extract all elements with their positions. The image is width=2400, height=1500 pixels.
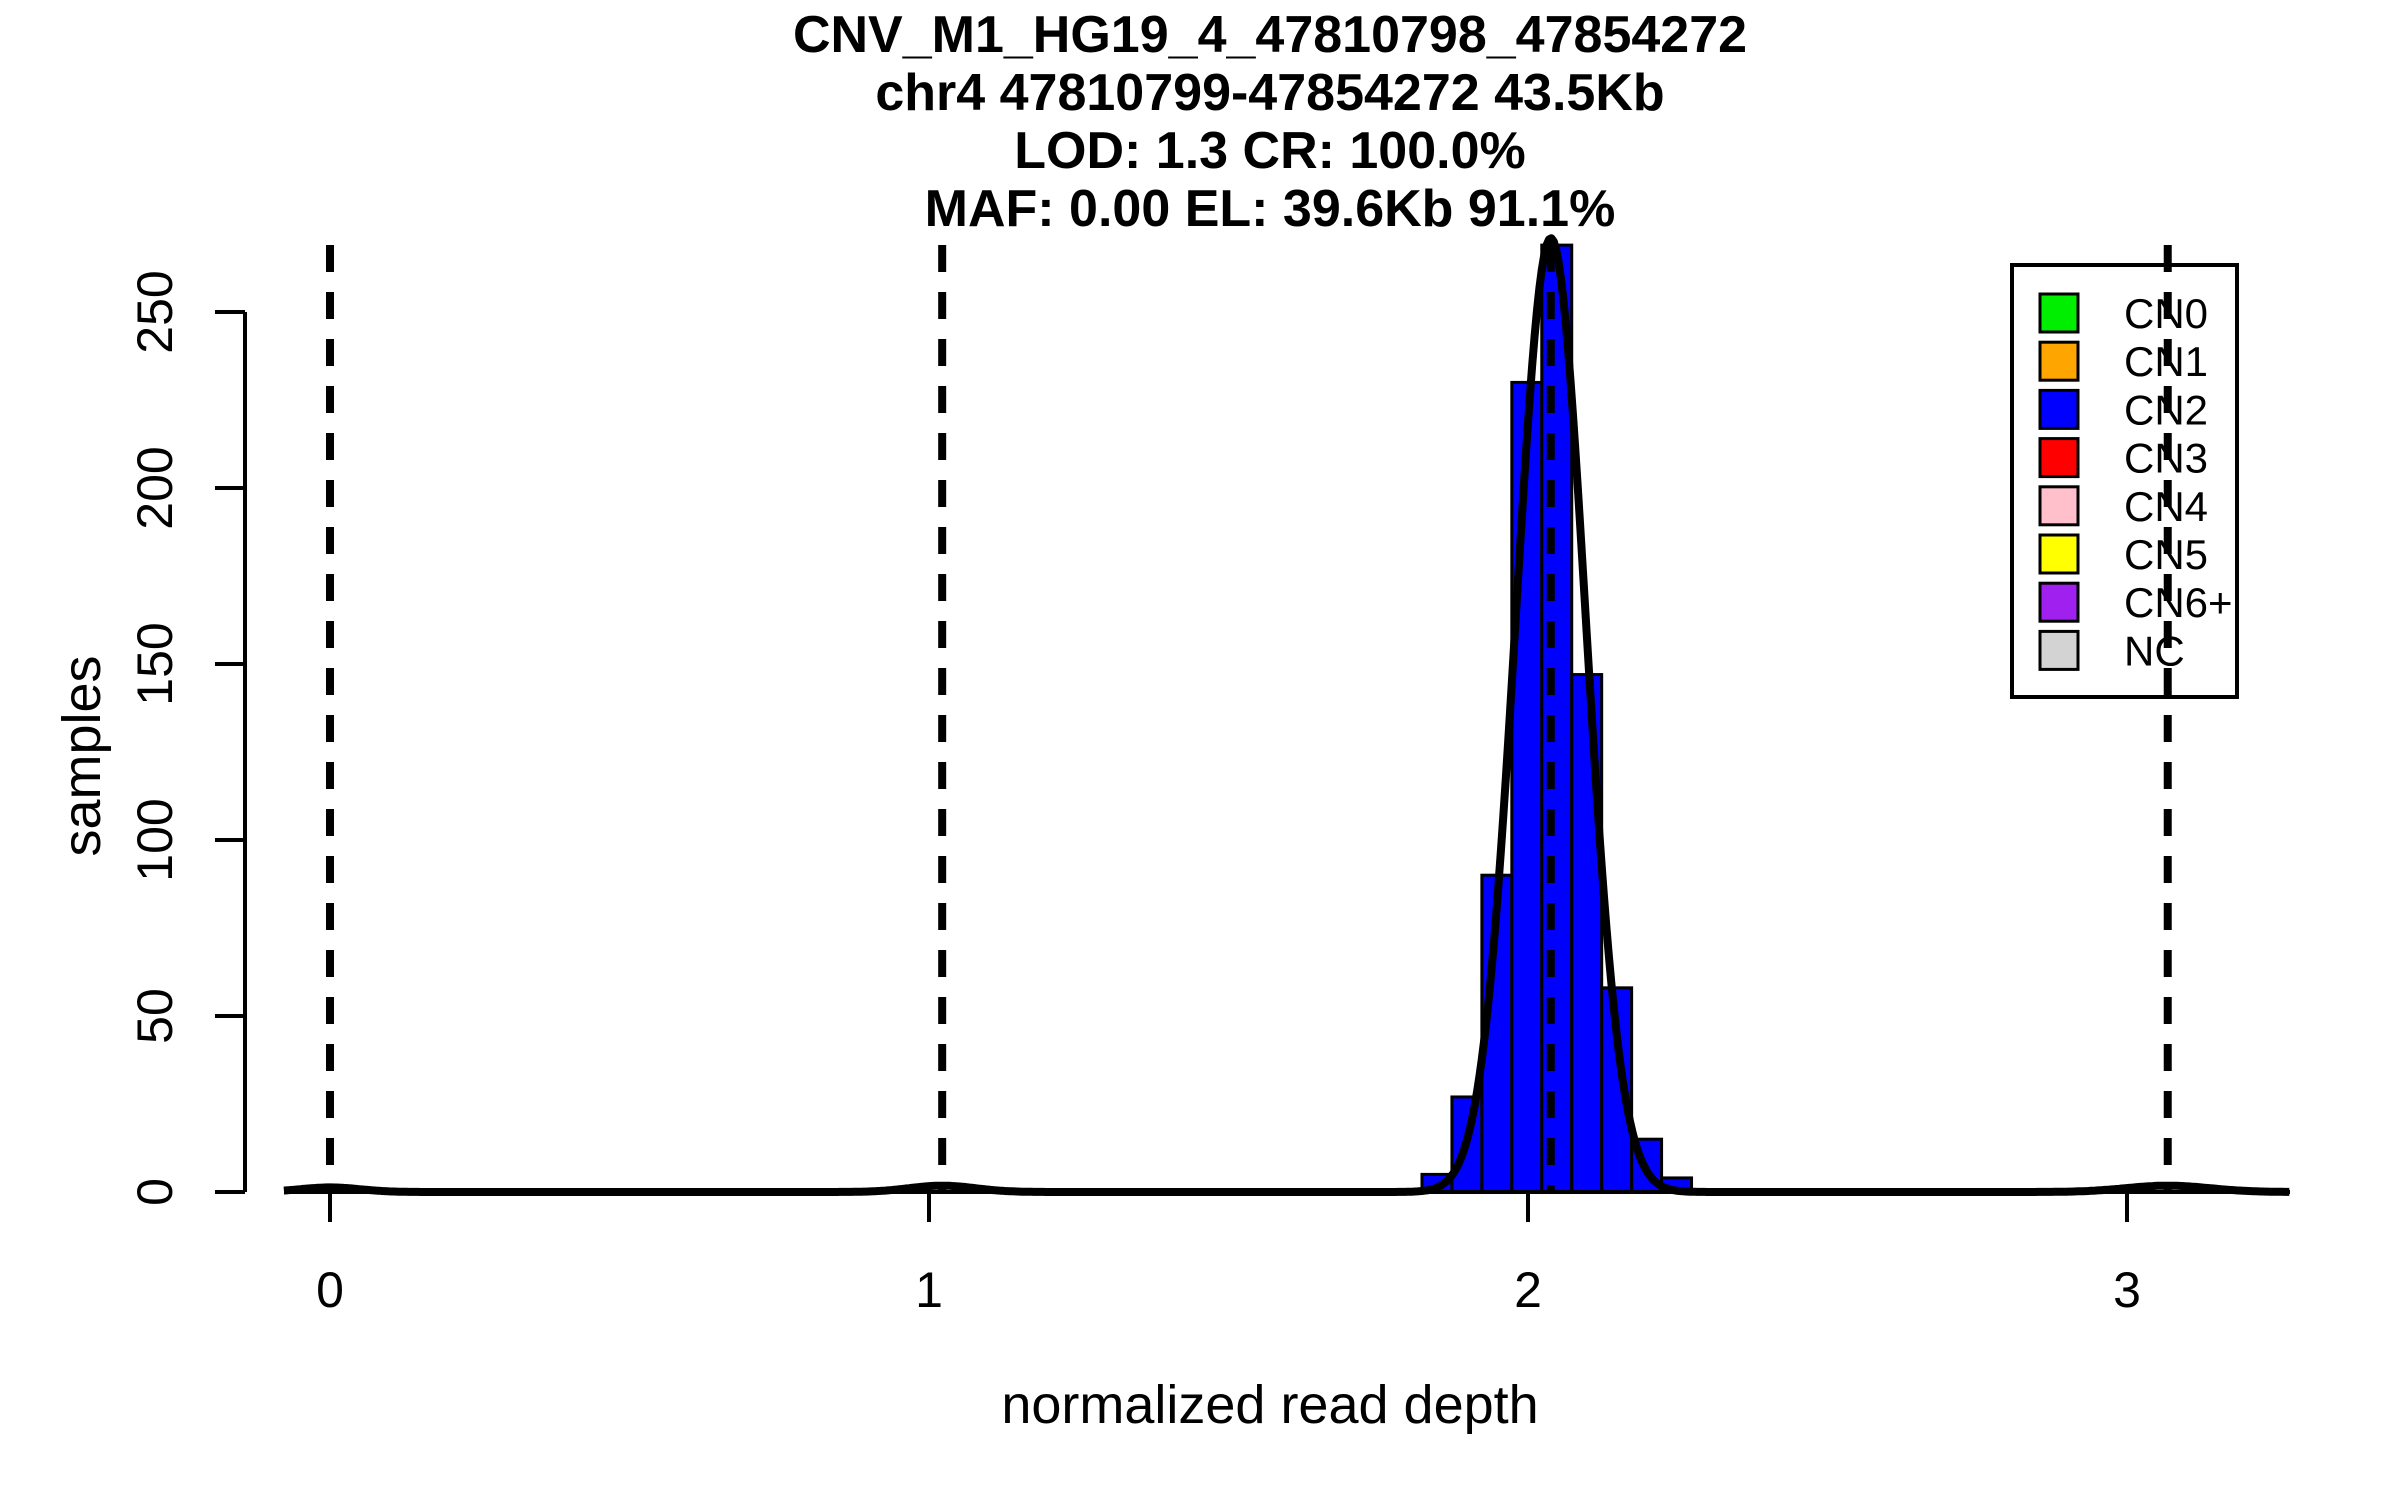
y-tick-label: 150	[127, 622, 183, 705]
y-tick-label: 50	[127, 988, 183, 1044]
x-tick-label: 3	[2113, 1262, 2141, 1318]
density-curve	[282, 234, 2291, 1196]
y-axis-label: samples	[52, 655, 112, 857]
legend-swatch	[2038, 629, 2080, 671]
histogram-bar	[1510, 380, 1544, 1194]
x-tick-label: 0	[316, 1262, 344, 1318]
legend-label: CN6+	[2124, 579, 2233, 626]
title-line-2: chr4 47810799-47854272 43.5Kb	[875, 64, 1665, 122]
plot-title: CNV_M1_HG19_4_47810798_47854272 chr4 478…	[270, 6, 2270, 238]
title-line-1: CNV_M1_HG19_4_47810798_47854272	[792, 6, 1748, 64]
y-tick-label: 200	[127, 446, 183, 529]
legend-swatch	[2038, 340, 2080, 382]
legend-label: NC	[2124, 627, 2185, 674]
y-tick-label: 0	[127, 1178, 183, 1206]
y-tick-label: 100	[127, 798, 183, 881]
x-tick-label: 2	[1514, 1262, 1542, 1318]
title-line-3: LOD: 1.3 CR: 100.0%	[1014, 122, 1526, 180]
legend-swatch	[2038, 485, 2080, 527]
title-line-4: MAF: 0.00 EL: 39.6Kb 91.1%	[924, 180, 1616, 238]
x-tick-label: 1	[915, 1262, 943, 1318]
y-tick-label: 250	[127, 270, 183, 353]
legend-swatch	[2038, 581, 2080, 623]
legend-swatch	[2038, 292, 2080, 334]
legend-swatch	[2038, 388, 2080, 430]
x-axis-label: normalized read depth	[1001, 1375, 1539, 1435]
legend-swatch	[2038, 437, 2080, 479]
legend-swatch	[2038, 533, 2080, 575]
legend-box	[2010, 263, 2239, 699]
